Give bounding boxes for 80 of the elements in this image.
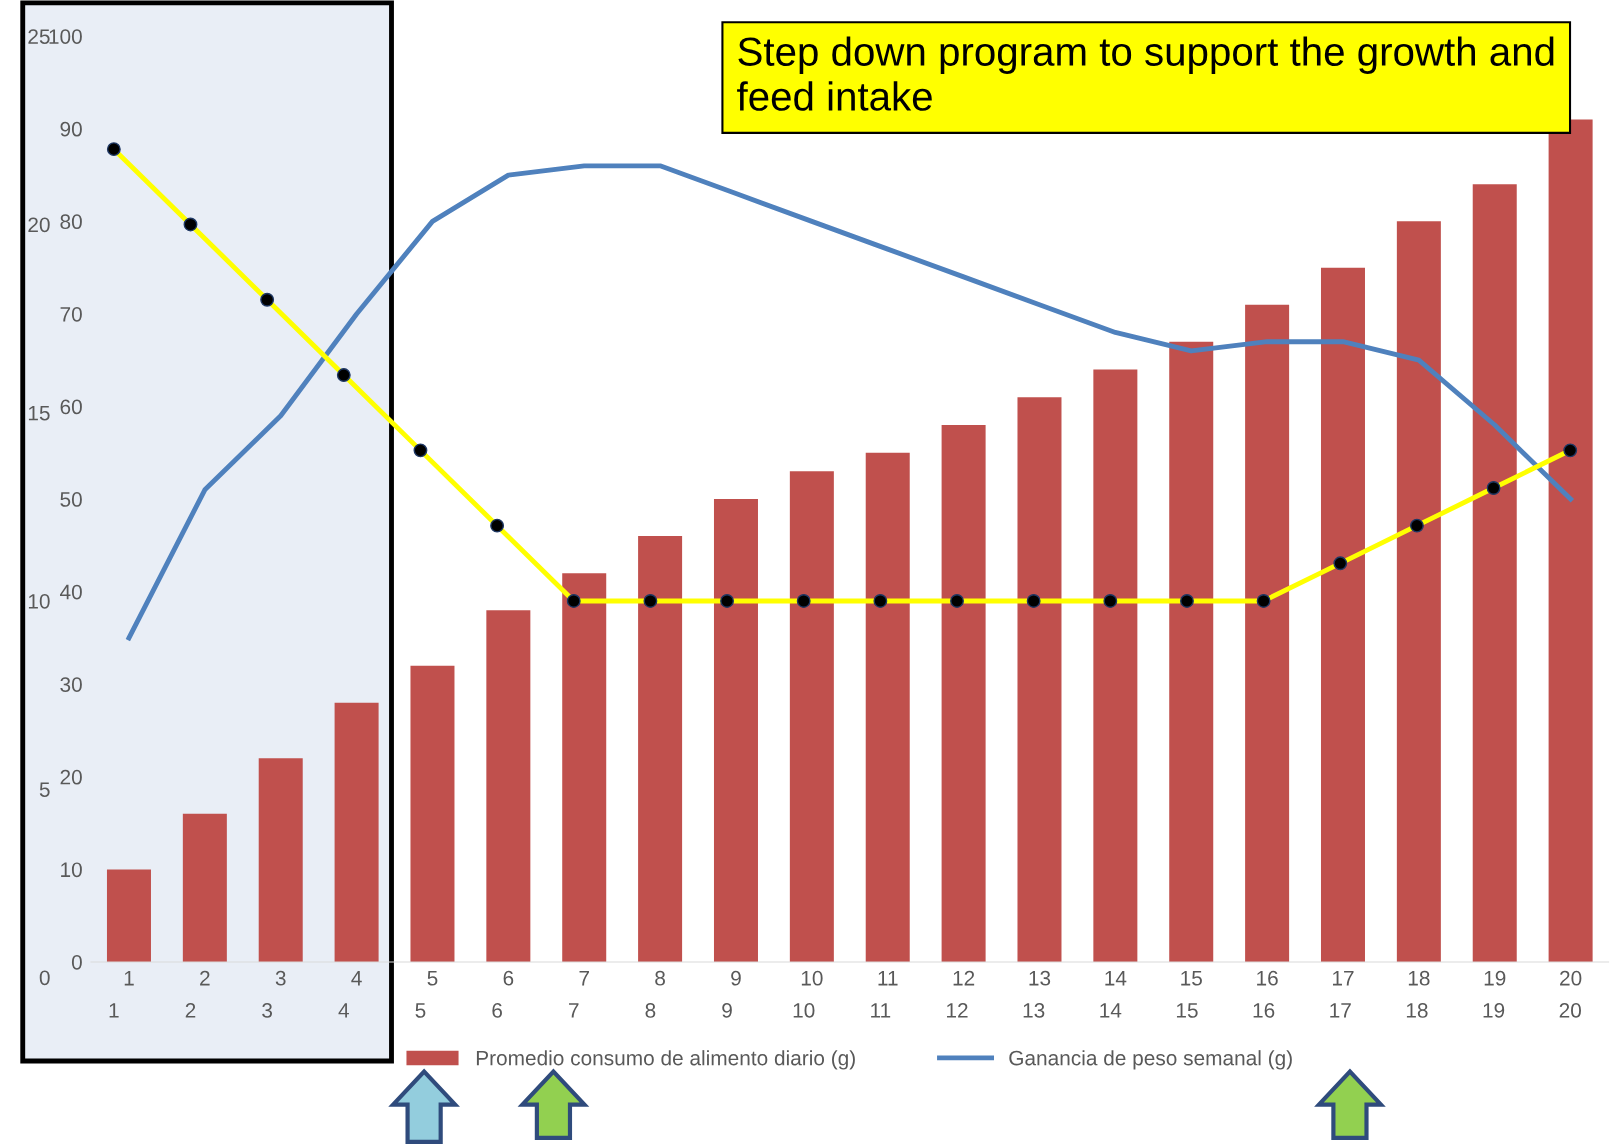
legend-label: Promedio consumo de alimento diario (g) (476, 1050, 855, 1070)
x-tick-label: 9 (731, 970, 741, 986)
bar (1472, 184, 1517, 962)
x-tick-label: 20 (1560, 970, 1582, 986)
y-tick-label: 0 (39, 970, 50, 986)
x-tick-label: 9 (722, 1003, 732, 1018)
y-tick-label: 90 (60, 121, 82, 137)
x-tick-label: 1 (109, 1003, 119, 1018)
x-tick-label: 17 (1330, 1003, 1351, 1018)
bar (1396, 221, 1441, 962)
y-tick-label: 10 (28, 593, 50, 609)
bar (486, 610, 531, 962)
y-tick-label: 30 (60, 677, 82, 692)
x-tick-label: 3 (262, 1003, 273, 1018)
y-tick-label: 15 (28, 405, 50, 421)
y-tick-label: 20 (28, 217, 50, 233)
bar (1093, 369, 1138, 962)
y-tick-label: 10 (61, 862, 82, 878)
bar (258, 758, 303, 962)
bar (789, 471, 834, 962)
y-tick-label: 40 (60, 584, 82, 600)
x-tick-label: 19 (1483, 1003, 1505, 1018)
y-tick-label: 20 (60, 769, 82, 785)
y-tick-label: 5 (39, 782, 50, 797)
bar (562, 573, 607, 962)
bar (941, 425, 986, 962)
x-tick-label: 11 (871, 1003, 891, 1018)
bar (713, 499, 758, 962)
x-tick-label: 8 (655, 970, 665, 986)
x-tick-label: 17 (1332, 971, 1354, 986)
x-tick-label: 18 (1408, 970, 1430, 986)
x-tick-label: 14 (1100, 1003, 1122, 1018)
x-tick-label: 7 (579, 971, 589, 986)
x-tick-label: 12 (947, 1003, 968, 1018)
x-tick-label: 19 (1484, 970, 1506, 986)
y-tick-label: 0 (71, 954, 82, 970)
x-tick-label: 20 (1559, 1003, 1581, 1018)
x-tick-label: 12 (953, 970, 975, 986)
x-tick-label: 13 (1029, 970, 1051, 986)
bar (410, 665, 455, 962)
bar (1320, 267, 1365, 962)
bar (334, 702, 379, 962)
x-tick-label: 8 (645, 1003, 656, 1018)
bar (1017, 397, 1062, 962)
x-tick-label: 3 (275, 970, 286, 986)
bar (1245, 304, 1290, 962)
bar (865, 452, 910, 962)
y-tick-label: 60 (60, 399, 82, 415)
x-tick-label: 16 (1257, 970, 1278, 986)
x-tick-label: 2 (185, 1003, 196, 1018)
annotation: Step down program to support the growth and feed intake (737, 36, 1554, 111)
x-tick-label: 5 (427, 971, 438, 986)
x-tick-label: 10 (801, 970, 823, 986)
x-tick-label: 6 (492, 1003, 502, 1018)
x-tick-label: 10 (793, 1003, 815, 1018)
y-tick-label: 50 (60, 492, 82, 507)
x-tick-label: 1 (124, 971, 134, 986)
bar (182, 813, 227, 962)
x-tick-label: 2 (200, 970, 210, 986)
bar (1169, 341, 1214, 962)
x-tick-label: 13 (1023, 1003, 1045, 1018)
x-tick-label: 7 (569, 1003, 579, 1018)
y-tick-label: 70 (60, 306, 82, 322)
bar (1548, 119, 1593, 962)
x-tick-label: 4 (338, 1003, 349, 1018)
bar (106, 869, 151, 962)
x-tick-label: 14 (1105, 971, 1127, 986)
x-tick-label: 16 (1253, 1003, 1275, 1018)
y-tick-label: 25 (28, 29, 50, 44)
x-tick-label: 15 (1181, 971, 1202, 986)
x-tick-label: 11 (878, 971, 898, 986)
bar (638, 536, 683, 962)
x-tick-label: 4 (351, 971, 362, 986)
legend-label: Ganancia de peso semanal (g) (1009, 1050, 1292, 1070)
x-tick-label: 6 (503, 970, 514, 986)
x-tick-label: 15 (1176, 1003, 1198, 1018)
y-tick-label: 80 (60, 214, 82, 230)
x-tick-label: 5 (415, 1003, 426, 1018)
y-tick-label: 100 (49, 29, 82, 44)
x-tick-label: 18 (1406, 1003, 1428, 1018)
